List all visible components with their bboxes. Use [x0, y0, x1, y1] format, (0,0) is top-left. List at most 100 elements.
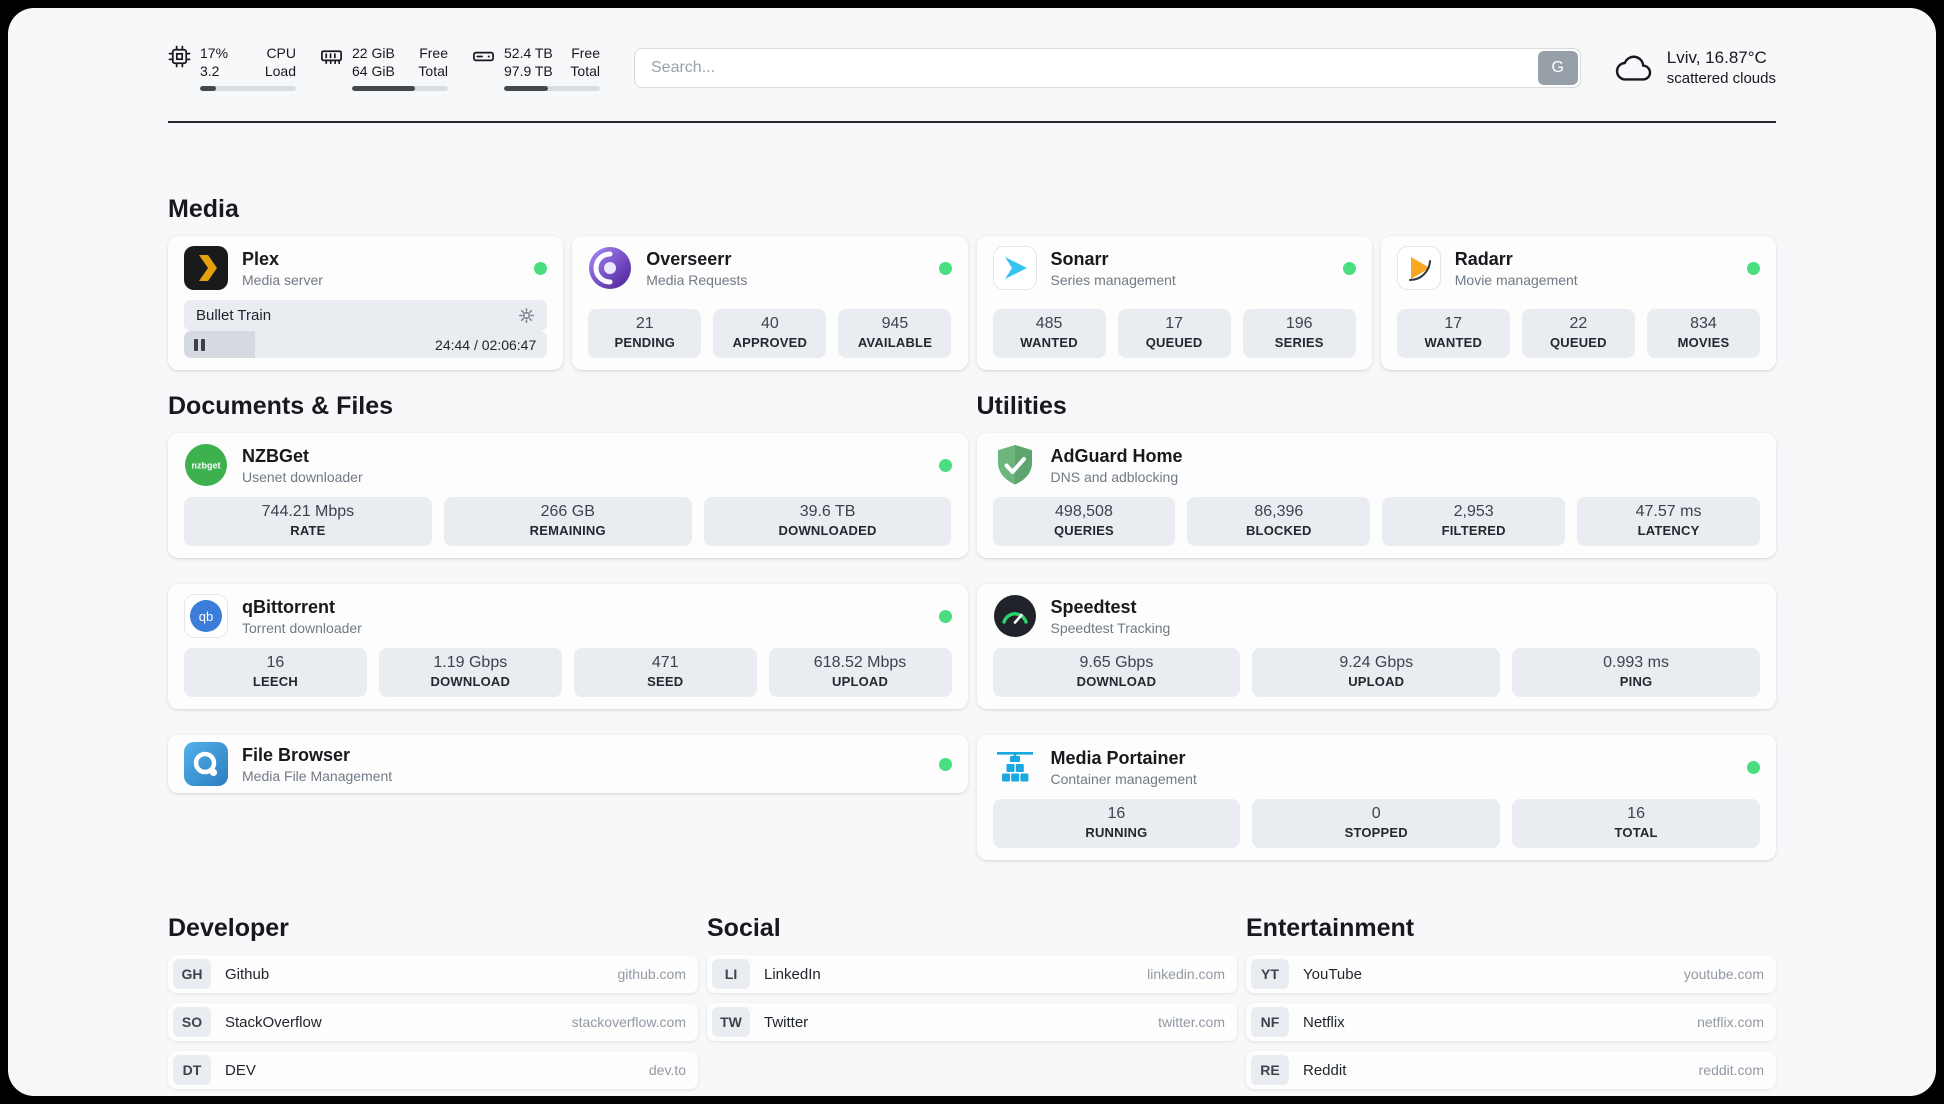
stat-box: 16 RUNNING	[992, 799, 1241, 849]
bookmark-item[interactable]: GH Github github.com	[168, 955, 698, 994]
stat-label: AVAILABLE	[857, 335, 933, 351]
stats-row: 9.65 Gbps DOWNLOAD 9.24 Gbps UPLOAD 0.993 ms…	[992, 638, 1761, 698]
bookmark-item[interactable]: YT YouTube youtube.com	[1246, 955, 1776, 994]
stat-box: 9.24 Gbps UPLOAD	[1252, 648, 1501, 698]
stat-value: 2,953	[1453, 503, 1494, 521]
bookmark-item[interactable]: NF Netflix netflix.com	[1246, 1003, 1776, 1042]
svg-text:qb: qb	[199, 609, 213, 624]
qbittorrent-icon: qb	[184, 594, 228, 639]
stat-label: LEECH	[252, 674, 298, 690]
status-online-dot	[938, 757, 952, 771]
system-widgets: 17% 3.2 CPU Load	[168, 44, 600, 92]
bookmark-abbreviation: TW	[712, 1007, 750, 1038]
stat-label: RATE	[290, 523, 326, 539]
stat-box: 17 QUEUED	[1117, 309, 1231, 359]
stat-value: 86,396	[1254, 503, 1304, 521]
app-card-plex[interactable]: Plex Media server Bullet Train 24:44 / 0…	[168, 236, 564, 371]
search-input[interactable]	[634, 47, 1581, 88]
bookmark-name: LinkedIn	[764, 965, 821, 983]
plex-icon	[184, 246, 228, 291]
playback-progress-bar[interactable]: 24:44 / 02:06:47	[184, 331, 548, 359]
stat-label: DOWNLOAD	[430, 674, 511, 690]
now-playing-title: Bullet Train	[196, 307, 272, 325]
stat-value: 16	[266, 654, 285, 672]
stat-box: 196 SERIES	[1242, 309, 1356, 359]
dashboard-panel: 17% 3.2 CPU Load	[8, 8, 1936, 1096]
stats-row: 21 PENDING 40 APPROVED 945 AVAILABLE	[588, 299, 952, 359]
app-subtitle: Torrent downloader	[242, 620, 362, 637]
bookmark-list: YT YouTube youtube.com NF Netflix netflix.com…	[1246, 955, 1776, 1090]
cloud-icon	[1615, 52, 1655, 84]
app-card-overseerr[interactable]: Overseerr Media Requests 21 PENDING 40 APPR…	[572, 236, 968, 371]
bookmark-abbreviation: LI	[712, 959, 750, 990]
stat-box: 17 WANTED	[1396, 309, 1510, 359]
stat-box: 39.6 TB DOWNLOADED	[703, 497, 952, 547]
status-online-dot	[534, 261, 548, 275]
bookmark-name: Github	[225, 965, 270, 983]
app-card-nzbget[interactable]: nzbget NZBGet Usenet downloader 744.21 M…	[168, 433, 968, 559]
section-title-entertainment: Entertainment	[1246, 914, 1415, 943]
app-card-filebrowser[interactable]: File Browser Media File Management	[168, 735, 968, 794]
bookmark-abbreviation: YT	[1251, 959, 1289, 990]
pause-icon[interactable]	[194, 338, 205, 351]
app-card-portainer[interactable]: Media Portainer Container management 16 R…	[976, 735, 1776, 861]
app-subtitle: Movie management	[1454, 272, 1578, 289]
app-card-qbittorrent[interactable]: qb qBittorrent Torrent downloader 16 LEEC…	[168, 584, 968, 710]
bookmark-abbreviation: DT	[173, 1055, 211, 1086]
stat-box: 498,508 QUERIES	[992, 497, 1176, 547]
overseerr-icon	[588, 246, 632, 290]
stat-label: REMAINING	[529, 523, 606, 539]
stat-box: 485 WANTED	[992, 309, 1106, 359]
app-subtitle: Container management	[1050, 771, 1197, 788]
stat-label: QUEUED	[1549, 335, 1607, 351]
disk-progress-bar	[504, 86, 600, 92]
stat-box: 9.65 Gbps DOWNLOAD	[992, 648, 1241, 698]
app-subtitle: Series management	[1050, 272, 1176, 289]
stat-box: 945 AVAILABLE	[838, 309, 952, 359]
bookmark-item[interactable]: TW Twitter twitter.com	[707, 1003, 1237, 1042]
memory-total: 64 GiB	[352, 63, 395, 80]
section-title-utilities: Utilities	[976, 392, 1067, 421]
app-card-radarr[interactable]: Radarr Movie management 17 WANTED 22 QUEUED…	[1380, 236, 1776, 371]
stat-box: 47.57 ms LATENCY	[1577, 497, 1760, 547]
stat-value: 945	[881, 315, 909, 333]
sonarr-icon	[992, 246, 1037, 291]
search-box: G	[634, 47, 1581, 88]
stat-label: PENDING	[614, 335, 676, 351]
app-card-sonarr[interactable]: Sonarr Series management 485 WANTED 17 QUEU…	[976, 236, 1372, 371]
search-engine-button[interactable]: G	[1537, 50, 1578, 85]
bookmark-list: GH Github github.com SO StackOverflow stackov…	[168, 955, 698, 1090]
app-card-adguard[interactable]: AdGuard Home DNS and adblocking 498,508 Q…	[976, 433, 1776, 559]
bookmark-name: Twitter	[764, 1013, 809, 1031]
bookmark-item[interactable]: DT DEV dev.to	[168, 1051, 698, 1090]
status-online-dot	[938, 609, 952, 623]
stat-box: 86,396 BLOCKED	[1187, 497, 1371, 547]
stat-label: WANTED	[1424, 335, 1483, 351]
bookmark-item[interactable]: SO StackOverflow stackoverflow.com	[168, 1003, 698, 1042]
app-card-speedtest[interactable]: Speedtest Speedtest Tracking 9.65 Gbps DO…	[976, 584, 1776, 710]
app-subtitle: Usenet downloader	[242, 469, 363, 486]
stats-row: 17 WANTED 22 QUEUED 834 MOVIES	[1396, 299, 1760, 359]
gear-icon[interactable]	[518, 307, 535, 324]
bookmark-item[interactable]: RE Reddit reddit.com	[1246, 1051, 1776, 1090]
stats-row: 498,508 QUERIES 86,396 BLOCKED 2,953 FILTERED…	[992, 487, 1760, 547]
disk-label-free: Free	[571, 45, 600, 61]
stats-row: 16 RUNNING 0 STOPPED 16 TOTAL	[992, 789, 1761, 849]
stat-label: QUEUED	[1145, 335, 1203, 351]
bookmark-item[interactable]: LI LinkedIn linkedin.com	[707, 955, 1237, 994]
cpu-progress-bar	[200, 86, 296, 92]
status-online-dot	[938, 458, 952, 472]
stat-value: 0.993 ms	[1603, 654, 1669, 672]
bookmark-abbreviation: SO	[173, 1007, 211, 1038]
stat-label: APPROVED	[732, 335, 808, 351]
memory-label-total: Total	[418, 63, 448, 80]
bookmark-list: LI LinkedIn linkedin.com TW Twitter twitter.c…	[707, 955, 1237, 1042]
stat-value: 485	[1035, 315, 1063, 333]
bookmarks-developer: Developer GH Github github.com SO StackOverf…	[168, 914, 698, 1090]
memory-free: 22 GiB	[352, 45, 395, 61]
bookmark-url: github.com	[617, 966, 686, 983]
stat-value: 834	[1690, 315, 1717, 333]
stat-value: 16	[1107, 805, 1126, 823]
bookmark-url: twitter.com	[1158, 1014, 1225, 1031]
app-name: Speedtest	[1050, 596, 1137, 617]
